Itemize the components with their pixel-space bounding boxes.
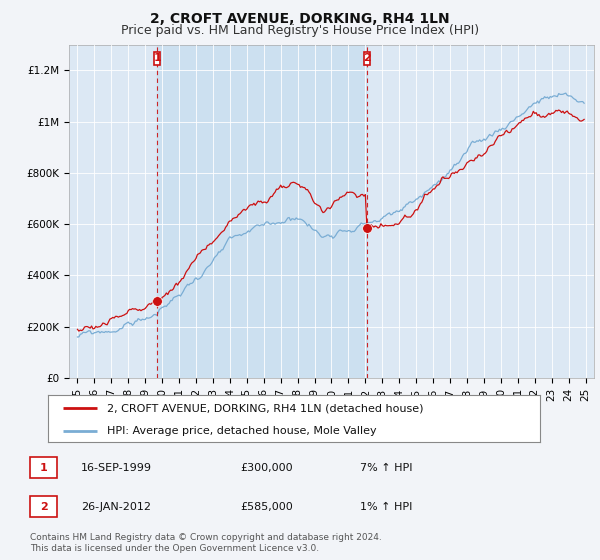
Text: HPI: Average price, detached house, Mole Valley: HPI: Average price, detached house, Mole… [107, 426, 377, 436]
Text: Contains HM Land Registry data © Crown copyright and database right 2024.
This d: Contains HM Land Registry data © Crown c… [30, 533, 382, 553]
Text: Price paid vs. HM Land Registry's House Price Index (HPI): Price paid vs. HM Land Registry's House … [121, 24, 479, 36]
Text: 1: 1 [154, 53, 161, 63]
FancyBboxPatch shape [154, 52, 160, 64]
Text: 1: 1 [40, 463, 47, 473]
Text: £300,000: £300,000 [240, 463, 293, 473]
Text: 26-JAN-2012: 26-JAN-2012 [81, 502, 151, 512]
Text: 2, CROFT AVENUE, DORKING, RH4 1LN (detached house): 2, CROFT AVENUE, DORKING, RH4 1LN (detac… [107, 403, 424, 413]
Text: £585,000: £585,000 [240, 502, 293, 512]
Text: 16-SEP-1999: 16-SEP-1999 [81, 463, 152, 473]
Text: 7% ↑ HPI: 7% ↑ HPI [360, 463, 413, 473]
Text: 2, CROFT AVENUE, DORKING, RH4 1LN: 2, CROFT AVENUE, DORKING, RH4 1LN [150, 12, 450, 26]
Bar [157, 45, 367, 378]
Text: 2: 2 [40, 502, 47, 512]
FancyBboxPatch shape [364, 52, 370, 64]
Text: 1% ↑ HPI: 1% ↑ HPI [360, 502, 412, 512]
Text: 2: 2 [362, 53, 370, 63]
